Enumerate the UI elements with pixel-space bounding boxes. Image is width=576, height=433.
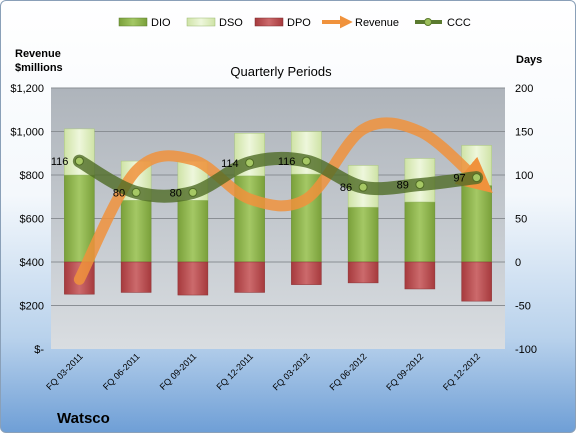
ccc-point	[415, 180, 425, 190]
ccc-data-label: 116	[278, 156, 296, 168]
dpo-bar	[120, 261, 152, 293]
right-tick-label: 200	[515, 83, 533, 95]
legend-label-revenue: Revenue	[355, 17, 399, 29]
ccc-data-label: 86	[340, 182, 352, 194]
ccc-point	[358, 182, 368, 192]
x-tick-label: FQ 06-2012	[328, 351, 369, 392]
left-axis-ticks: $- $200 $400 $600 $800 $1,000 $1,200	[10, 83, 44, 356]
ccc-data-label: 97	[453, 173, 465, 185]
right-tick-label: -50	[515, 301, 531, 313]
left-axis-title-line2: $millions	[15, 62, 63, 74]
chart-title: Quarterly Periods	[230, 64, 332, 79]
dpo-bar	[347, 261, 379, 284]
left-tick-label: $-	[34, 344, 44, 356]
revenue-line	[73, 117, 493, 285]
x-tick-label: FQ 03-2011	[44, 351, 85, 392]
legend-label-ccc: CCC	[447, 17, 471, 29]
legend-item-ccc: CCC	[415, 17, 471, 29]
legend-item-dso: DSO	[186, 17, 243, 29]
x-axis-ticks: FQ 03-2011 FQ 06-2011 FQ 09-2011 FQ 12-2011…	[44, 351, 482, 392]
legend-label-dso: DSO	[219, 17, 243, 29]
right-tick-label: 150	[515, 127, 533, 139]
data-labels: 116 80 80 114 116 86 89 97	[51, 156, 466, 199]
dio-bar	[404, 201, 436, 263]
ccc-data-label: 89	[397, 180, 409, 192]
left-tick-label: $1,200	[10, 83, 44, 95]
x-tick-label: FQ 12-2011	[214, 351, 255, 392]
dpo-bar	[177, 261, 209, 296]
ccc-point	[301, 156, 311, 166]
right-axis-ticks: -100 -50 0 50 100 150 200	[515, 83, 537, 356]
left-tick-label: $1,000	[10, 127, 44, 139]
right-axis-title: Days	[516, 54, 542, 66]
left-tick-label: $200	[20, 301, 44, 313]
x-tick-label: FQ 03-2012	[271, 351, 312, 392]
x-tick-label: FQ 09-2012	[384, 351, 425, 392]
x-tick-label: FQ 12-2012	[441, 351, 482, 392]
right-tick-label: 50	[515, 214, 527, 226]
ccc-data-label: 116	[51, 156, 69, 168]
dpo-bar	[404, 261, 436, 290]
dio-bar	[347, 206, 379, 263]
dpo-bar	[291, 261, 322, 285]
left-axis-title-line1: Revenue	[15, 48, 61, 60]
x-tick-label: FQ 06-2011	[101, 351, 142, 392]
ccc-point	[245, 158, 255, 168]
x-tick-label: FQ 09-2011	[158, 351, 199, 392]
ccc-point	[472, 173, 482, 183]
ccc-point	[74, 156, 84, 166]
company-name: Watsco	[57, 410, 110, 427]
legend: DIO DSO DPO Revenue CCC	[118, 15, 471, 29]
left-tick-label: $400	[20, 257, 44, 269]
dpo-bar	[461, 261, 492, 302]
legend-label-dio: DIO	[151, 17, 171, 29]
left-tick-label: $800	[20, 170, 44, 182]
ccc-point	[131, 187, 141, 197]
ccc-data-label: 80	[113, 187, 125, 199]
right-tick-label: 0	[515, 257, 521, 269]
right-tick-label: 100	[515, 170, 533, 182]
ccc-data-label: 80	[170, 187, 182, 199]
dpo-bar	[234, 261, 265, 293]
ccc-data-label: 114	[221, 158, 239, 170]
left-tick-label: $600	[20, 214, 44, 226]
dio-bar	[177, 199, 209, 263]
dio-bar	[120, 199, 152, 263]
ccc-points	[74, 156, 482, 197]
legend-item-dio: DIO	[118, 17, 171, 29]
dio-bar	[461, 185, 492, 263]
legend-item-dpo: DPO	[254, 17, 311, 29]
ccc-point	[188, 187, 198, 197]
right-tick-label: -100	[515, 344, 537, 356]
legend-item-revenue: Revenue	[322, 15, 399, 29]
legend-label-dpo: DPO	[287, 17, 311, 29]
